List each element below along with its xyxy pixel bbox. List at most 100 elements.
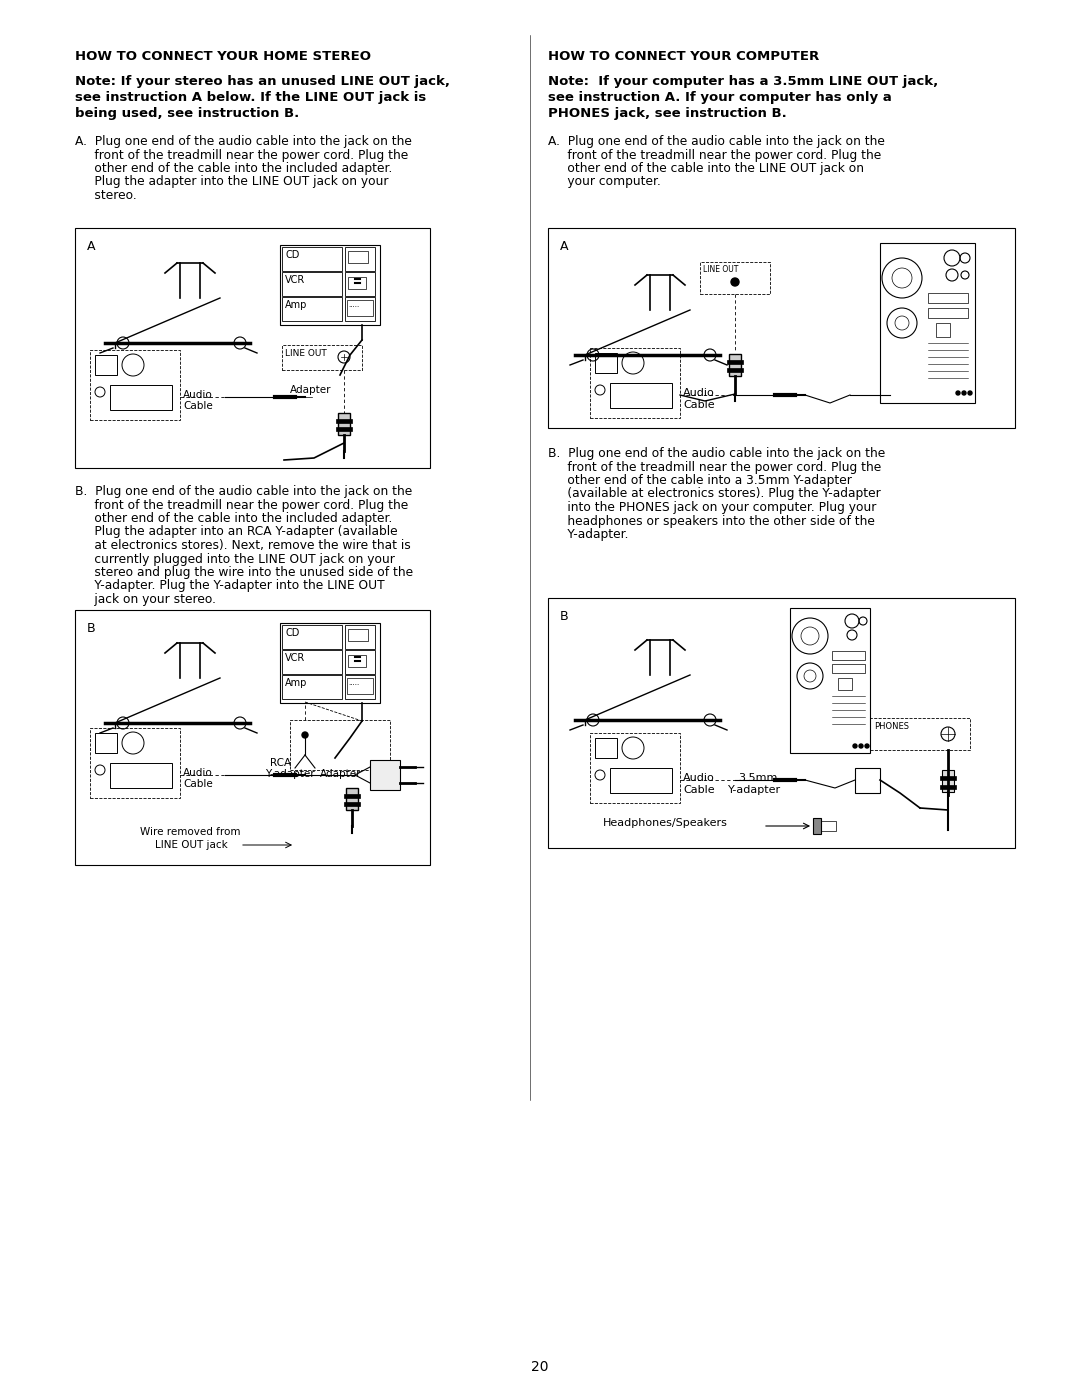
Bar (291, 719, 390, 770)
Text: PHONES: PHONES (874, 722, 909, 731)
Text: Audio: Audio (183, 390, 213, 400)
Text: Y-adapter: Y-adapter (728, 785, 781, 795)
Text: currently plugged into the LINE OUT jack on your: currently plugged into the LINE OUT jack… (75, 552, 395, 566)
Text: other end of the cable into the LINE OUT jack on: other end of the cable into the LINE OUT… (548, 162, 864, 175)
Bar (75, 610, 430, 865)
Bar (345, 793, 360, 798)
Bar (700, 263, 770, 293)
Text: Wire removed from: Wire removed from (140, 827, 241, 837)
Circle shape (956, 391, 960, 395)
Text: front of the treadmill near the power cord. Plug the: front of the treadmill near the power co… (75, 499, 408, 511)
Text: PHONES jack, see instruction B.: PHONES jack, see instruction B. (548, 108, 786, 120)
Bar (595, 353, 617, 373)
Text: B.  Plug one end of the audio cable into the jack on the: B. Plug one end of the audio cable into … (548, 447, 886, 460)
Bar (345, 247, 375, 271)
Text: VCR: VCR (285, 652, 306, 664)
Bar (75, 228, 430, 468)
Bar (282, 650, 342, 673)
Text: being used, see instruction B.: being used, see instruction B. (75, 108, 299, 120)
Bar (345, 272, 375, 296)
Circle shape (865, 745, 869, 747)
Text: Note: If your stereo has an unused LINE OUT jack,: Note: If your stereo has an unused LINE … (75, 75, 450, 88)
Bar (90, 728, 180, 798)
Bar (548, 598, 1015, 848)
Circle shape (962, 391, 966, 395)
Bar (282, 624, 342, 650)
Text: at electronics stores). Next, remove the wire that is: at electronics stores). Next, remove the… (75, 539, 410, 552)
Bar (346, 788, 357, 810)
Bar (280, 244, 380, 326)
Text: other end of the cable into the included adapter.: other end of the cable into the included… (75, 162, 392, 175)
Text: B: B (87, 622, 96, 636)
Bar (821, 821, 836, 831)
Text: A: A (87, 240, 95, 253)
Bar (282, 345, 362, 370)
Bar (347, 300, 373, 316)
Text: LINE OUT: LINE OUT (285, 349, 327, 358)
Text: Audio: Audio (183, 768, 213, 778)
Bar (595, 738, 617, 759)
Bar (347, 678, 373, 694)
Text: Amp: Amp (285, 678, 308, 687)
Text: Adapter: Adapter (291, 386, 332, 395)
Bar (110, 386, 172, 409)
Bar (855, 768, 880, 793)
Bar (348, 629, 368, 641)
Text: Plug the adapter into the LINE OUT jack on your: Plug the adapter into the LINE OUT jack … (75, 176, 389, 189)
Bar (838, 678, 852, 690)
Bar (729, 353, 741, 376)
Text: Note:  If your computer has a 3.5mm LINE OUT jack,: Note: If your computer has a 3.5mm LINE … (548, 75, 939, 88)
Bar (832, 664, 865, 673)
Text: into the PHONES jack on your computer. Plug your: into the PHONES jack on your computer. P… (548, 502, 876, 514)
Bar (90, 351, 180, 420)
Bar (548, 228, 1015, 427)
Bar (813, 819, 821, 834)
Text: CD: CD (285, 629, 299, 638)
Bar (928, 293, 968, 303)
Text: Cable: Cable (183, 780, 213, 789)
Text: A.  Plug one end of the audio cable into the jack on the: A. Plug one end of the audio cable into … (548, 136, 885, 148)
Circle shape (731, 278, 739, 286)
Text: HOW TO CONNECT YOUR COMPUTER: HOW TO CONNECT YOUR COMPUTER (548, 50, 820, 63)
Bar (942, 770, 954, 792)
Text: A: A (561, 240, 568, 253)
Text: Y-adapter: Y-adapter (265, 768, 314, 780)
Bar (345, 298, 375, 321)
Text: LINE OUT: LINE OUT (703, 265, 739, 274)
Text: .....: ..... (348, 680, 360, 686)
Text: front of the treadmill near the power cord. Plug the: front of the treadmill near the power co… (548, 148, 881, 162)
Text: other end of the cable into the included adapter.: other end of the cable into the included… (75, 511, 392, 525)
Bar (940, 785, 956, 789)
Bar (282, 675, 342, 698)
Text: headphones or speakers into the other side of the: headphones or speakers into the other si… (548, 514, 875, 528)
Text: .....: ..... (348, 302, 360, 307)
Bar (345, 650, 375, 673)
Bar (345, 802, 360, 806)
Bar (345, 675, 375, 698)
Text: stereo and plug the wire into the unused side of the: stereo and plug the wire into the unused… (75, 566, 414, 578)
Text: HOW TO CONNECT YOUR HOME STEREO: HOW TO CONNECT YOUR HOME STEREO (75, 50, 372, 63)
Circle shape (302, 732, 308, 738)
Text: Cable: Cable (683, 400, 715, 409)
Circle shape (968, 391, 972, 395)
Bar (95, 355, 117, 374)
Text: B: B (561, 610, 569, 623)
Text: RCA: RCA (270, 759, 292, 768)
Text: Cable: Cable (183, 401, 213, 411)
Text: front of the treadmill near the power cord. Plug the: front of the treadmill near the power co… (548, 461, 881, 474)
Circle shape (853, 745, 858, 747)
Bar (936, 323, 950, 337)
Bar (880, 243, 975, 402)
Bar (345, 624, 375, 650)
Bar (282, 247, 342, 271)
Bar (336, 427, 352, 432)
Text: your computer.: your computer. (548, 176, 661, 189)
Bar (348, 251, 368, 263)
Text: Headphones/Speakers: Headphones/Speakers (603, 819, 728, 828)
Bar (338, 414, 350, 434)
Text: CD: CD (285, 250, 299, 260)
Bar (95, 733, 117, 753)
Text: Y-adapter.: Y-adapter. (548, 528, 629, 541)
Bar (370, 760, 400, 789)
Text: other end of the cable into a 3.5mm Y-adapter: other end of the cable into a 3.5mm Y-ad… (548, 474, 852, 488)
